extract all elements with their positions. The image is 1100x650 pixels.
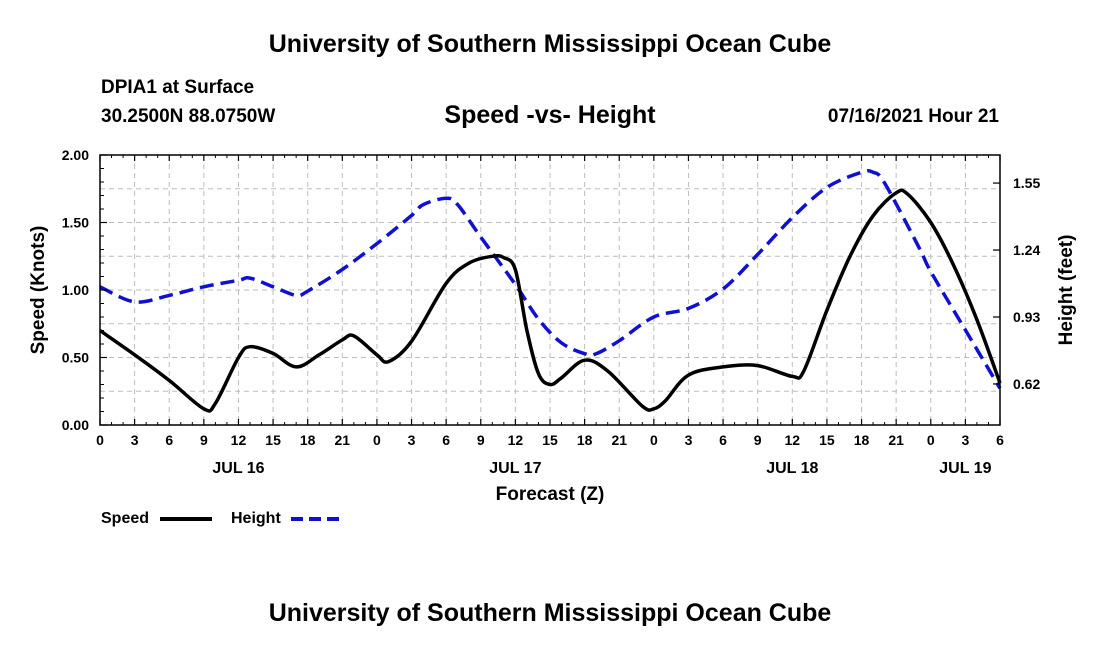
x-tick-label: 3 <box>685 432 693 448</box>
x-tick-label: 21 <box>888 432 904 448</box>
station-label: DPIA1 at Surface <box>101 77 255 98</box>
date-label: JUL 16 <box>212 460 264 477</box>
height-series-line <box>99 168 1002 390</box>
tick-layer <box>99 154 1001 426</box>
x-axis-title: Forecast (Z) <box>496 484 605 505</box>
y2-tick-label: 0.93 <box>1013 309 1040 325</box>
forecast-datetime: 07/16/2021 Hour 21 <box>827 106 999 127</box>
x-tick-label: 9 <box>200 432 208 448</box>
grid-lines <box>100 155 1000 425</box>
x-tick-label: 15 <box>265 432 281 448</box>
x-tick-label: 18 <box>854 432 870 448</box>
y2-tick-label: 0.62 <box>1013 376 1040 392</box>
x-tick-label: 12 <box>785 432 801 448</box>
speed-series-line <box>98 188 1002 413</box>
y2-tick-label: 1.24 <box>1013 242 1040 258</box>
y-tick-label: 1.00 <box>62 282 89 298</box>
y-axis-title: Speed (Knots) <box>28 226 49 355</box>
x-tick-label: 0 <box>927 432 935 448</box>
x-tick-label: 3 <box>961 432 969 448</box>
chart-title: Speed -vs- Height <box>444 101 656 129</box>
x-tick-label: 18 <box>577 432 593 448</box>
x-tick-label: 0 <box>373 432 381 448</box>
x-tick-label: 9 <box>754 432 762 448</box>
x-tick-label: 12 <box>231 432 247 448</box>
x-tick-label: 6 <box>442 432 450 448</box>
y2-axis-title: Height (feet) <box>1056 235 1077 346</box>
x-tick-label: 21 <box>611 432 627 448</box>
legend-speed-label: Speed <box>101 510 150 527</box>
date-label: JUL 19 <box>939 460 991 477</box>
x-tick-label: 12 <box>508 432 524 448</box>
y-tick-label: 0.50 <box>62 350 89 366</box>
y-tick-label: 0.00 <box>62 417 89 433</box>
y2-tick-label: 1.55 <box>1013 175 1040 191</box>
x-tick-label: 18 <box>300 432 316 448</box>
footer-title: University of Southern Mississippi Ocean… <box>268 599 832 627</box>
x-tick-label: 0 <box>650 432 658 448</box>
y-tick-label: 2.00 <box>62 147 89 163</box>
x-tick-label: 15 <box>819 432 835 448</box>
x-tick-label: 6 <box>996 432 1004 448</box>
x-tick-label: 9 <box>477 432 485 448</box>
y-tick-label: 1.50 <box>62 215 89 231</box>
legend-height-label: Height <box>231 510 281 527</box>
tick-labels: 0 3 6 9 12 15 18 21 0 3 6 9 12 15 18 21 0 3 6 9 12 15 18 21 0 3 6J… <box>62 147 1041 477</box>
x-tick-label: 15 <box>542 432 558 448</box>
x-tick-label: 21 <box>335 432 351 448</box>
x-tick-label: 3 <box>131 432 139 448</box>
series-layer <box>98 168 1002 413</box>
date-label: JUL 17 <box>489 460 541 477</box>
x-tick-label: 6 <box>719 432 727 448</box>
x-tick-label: 6 <box>165 432 173 448</box>
page-title: University of Southern Mississippi Ocean… <box>268 30 832 58</box>
x-tick-label: 0 <box>96 432 104 448</box>
x-tick-label: 3 <box>408 432 416 448</box>
coordinates-label: 30.2500N 88.0750W <box>101 106 276 127</box>
date-label: JUL 18 <box>766 460 818 477</box>
